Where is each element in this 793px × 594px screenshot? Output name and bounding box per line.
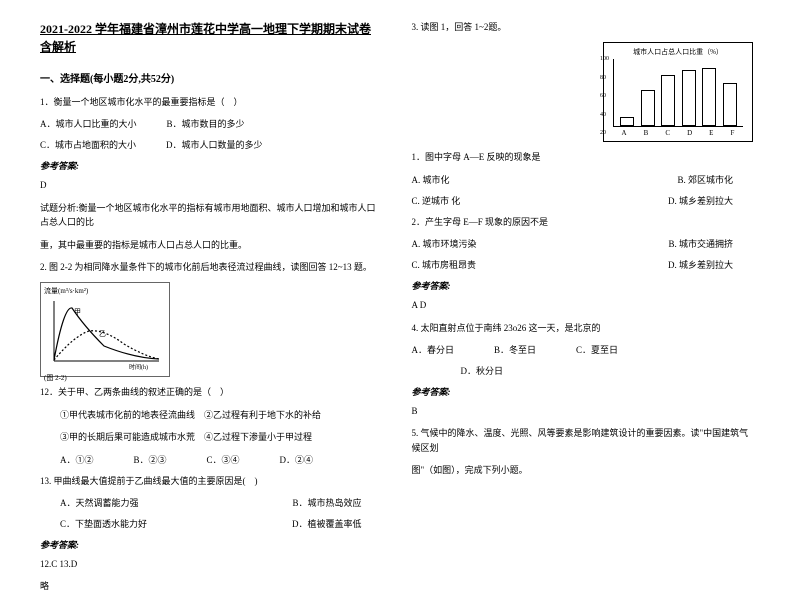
question-5b: 图"（如图），完成下列小题。 — [412, 463, 754, 477]
q4-opt-a: A．春分日 — [412, 343, 455, 356]
q3-1-row1: A. 城市化 B. 郊区城市化 — [412, 173, 754, 186]
q3-2-opt-a: A. 城市环境污染 — [412, 237, 477, 250]
runoff-curve-svg: 甲 乙 时间(h) — [44, 296, 164, 371]
answer-label-3: 参考答案: — [412, 279, 754, 292]
exam-title: 2021-2022 学年福建省漳州市莲花中学高一地理下学期期末试卷含解析 — [40, 20, 382, 56]
q12-opt-d: D．②④ — [280, 453, 314, 466]
q3-2-row1: A. 城市环境污染 B. 城市交通拥挤 — [412, 237, 754, 250]
section-heading: 一、选择题(每小题2分,共52分) — [40, 70, 382, 85]
bar-chart-box: 城市人口占总人口比重（%） 100 80 60 40 20 A B C D E … — [603, 42, 753, 142]
q3-sub2: 2．产生字母 E—F 现象的原因不是 — [412, 215, 754, 229]
q3-1-row2: C. 逆城市 化 D. 城乡差别拉大 — [412, 194, 754, 207]
answer-1: D — [40, 178, 382, 192]
q3-2-opt-c: C. 城市房租昂贵 — [412, 258, 477, 271]
svg-text:乙: 乙 — [99, 330, 106, 338]
bar-a — [620, 117, 634, 126]
q3-2-row2: C. 城市房租昂贵 D. 城乡差别拉大 — [412, 258, 754, 271]
answer-label-1: 参考答案: — [40, 159, 382, 172]
q3-1-opt-d: D. 城乡差别拉大 — [668, 194, 733, 207]
q4-opt-d: D．秋分日 — [461, 364, 504, 377]
question-4: 4. 太阳直射点位于南纬 23o26 这一天，是北京的 — [412, 321, 754, 335]
bar-c — [661, 75, 675, 126]
explain-1a: 试题分析:衡量一个地区城市化水平的指标有城市用地面积、城市人口增加和城市人口占总… — [40, 201, 382, 230]
left-column: 2021-2022 学年福建省漳州市莲花中学高一地理下学期期末试卷含解析 一、选… — [40, 20, 382, 541]
xtick: B — [644, 129, 649, 137]
ytick: 40 — [600, 112, 609, 118]
bar-chart: 100 80 60 40 20 — [613, 59, 743, 127]
q13-opt-b: B．城市热岛效应 — [292, 496, 361, 509]
question-1: 1．衡量一个地区城市化水平的最重要指标是（ ） — [40, 95, 382, 109]
answer-2: 12.C 13.D — [40, 557, 382, 571]
bar-d — [682, 70, 696, 126]
answer-label-4: 参考答案: — [412, 385, 754, 398]
q3-1-opt-c: C. 逆城市 化 — [412, 194, 461, 207]
q12-options: A．①② B．②③ C．③④ D．②④ — [60, 453, 382, 466]
curve-caption: (图 2-2) — [44, 373, 166, 383]
curve-chart: 流量(m³/s·km²) 甲 乙 时间(h) (图 2-2) — [40, 282, 170, 377]
q13-opt-d: D．植被覆盖率低 — [292, 517, 362, 530]
ytick: 100 — [600, 56, 609, 62]
y-axis-labels: 100 80 60 40 20 — [600, 56, 609, 136]
explain-1b: 重，其中最重要的指标是城市人口占总人口的比重。 — [40, 238, 382, 252]
q3-1-opt-a: A. 城市化 — [412, 173, 450, 186]
x-axis-labels: A B C D E F — [613, 129, 743, 137]
q12-stmts-2: ③甲的长期后果可能造成城市水荒 ④乙过程下渗量小于甲过程 — [60, 430, 382, 444]
fig2-intro: 2. 图 2-2 为相同降水量条件下的城市化前后地表径流过程曲线，读图回答 12… — [40, 260, 382, 274]
svg-text:甲: 甲 — [74, 308, 81, 316]
bar-chart-title: 城市人口占总人口比重（%） — [633, 47, 723, 57]
curve-ylabel: 流量(m³/s·km²) — [44, 286, 166, 296]
xtick: F — [731, 129, 735, 137]
ytick: 20 — [600, 130, 609, 136]
q13-opt-a: A．天然调蓄能力强 — [60, 496, 139, 509]
xtick: A — [622, 129, 627, 137]
right-column: 3. 读图 1，回答 1~2题。 城市人口占总人口比重（%） 100 80 60… — [412, 20, 754, 541]
q12-opt-a: A．①② — [60, 453, 94, 466]
curve-xlabel-svg: 时间(h) — [129, 363, 148, 371]
q3-1-opt-b: B. 郊区城市化 — [677, 173, 733, 186]
ytick: 60 — [600, 93, 609, 99]
xtick: E — [709, 129, 713, 137]
q3-2-opt-b: B. 城市交通拥挤 — [668, 237, 733, 250]
q3-intro: 3. 读图 1，回答 1~2题。 — [412, 20, 754, 34]
question-12: 12．关于甲、乙两条曲线的叙述正确的是（ ） — [40, 385, 382, 399]
q1-options-row1: A．城市人口比重的大小 B．城市数目的多少 — [40, 117, 382, 130]
q12-stmts-1: ①甲代表城市化前的地表径流曲线 ②乙过程有利于地下水的补给 — [60, 408, 382, 422]
q4-row1: A．春分日 B．冬至日 C．夏至日 — [412, 343, 754, 356]
q1-opt-c: C．城市占地面积的大小 — [40, 138, 136, 151]
q4-opt-b: B．冬至日 — [494, 343, 536, 356]
answer-3: A D — [412, 298, 754, 312]
q3-2-opt-d: D. 城乡差别拉大 — [668, 258, 733, 271]
answer-4: B — [412, 404, 754, 418]
q1-opt-a: A．城市人口比重的大小 — [40, 117, 137, 130]
explain-2: 略 — [40, 579, 382, 593]
q1-opt-d: D．城市人口数量的多少 — [166, 138, 263, 151]
bar-f — [723, 83, 737, 127]
bar-b — [641, 90, 655, 126]
ytick: 80 — [600, 75, 609, 81]
q4-opt-c: C．夏至日 — [576, 343, 618, 356]
xtick: D — [687, 129, 692, 137]
q4-row2: 日 D．秋分日 — [412, 364, 754, 377]
question-13: 13. 甲曲线最大值提前于乙曲线最大值的主要原因是( ) — [40, 474, 382, 488]
bar-e — [702, 68, 716, 127]
q12-opt-b: B．②③ — [134, 453, 167, 466]
q1-opt-b: B．城市数目的多少 — [167, 117, 245, 130]
q13-row1: A．天然调蓄能力强 B．城市热岛效应 — [60, 496, 382, 509]
question-5a: 5. 气候中的降水、温度、光照、风等要素是影响建筑设计的重要因素。读"中国建筑气… — [412, 426, 754, 455]
q12-opt-c: C．③④ — [207, 453, 240, 466]
q1-options-row2: C．城市占地面积的大小 D．城市人口数量的多少 — [40, 138, 382, 151]
q13-row2: C．下垫面透水能力好 D．植被覆盖率低 — [60, 517, 382, 530]
xtick: C — [665, 129, 670, 137]
q3-sub1: 1．图中字母 A—E 反映的现象是 — [412, 150, 754, 164]
q13-opt-c: C．下垫面透水能力好 — [60, 517, 147, 530]
answer-label-2: 参考答案: — [40, 538, 382, 551]
